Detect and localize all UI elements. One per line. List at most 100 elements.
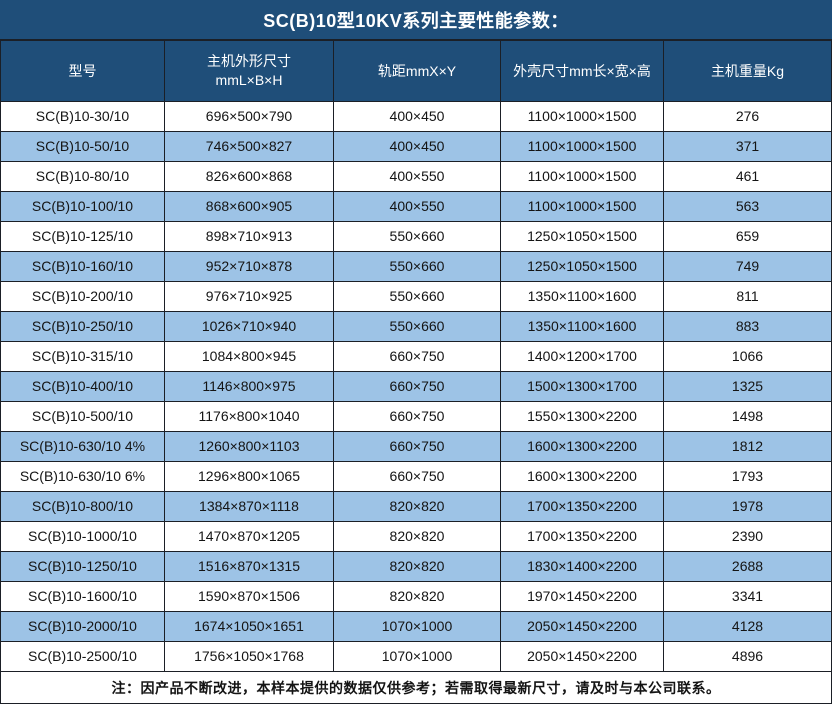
table-row: SC(B)10-250/10 1026×710×940 550×660 1350×11… — [1, 312, 831, 342]
cell-weight: 563 — [664, 192, 831, 222]
cell-rail-gauge: 550×660 — [334, 312, 501, 342]
cell-rail-gauge: 400×450 — [334, 132, 501, 162]
cell-main-dimensions: 1084×800×945 — [165, 342, 334, 372]
table-row: SC(B)10-2500/10 1756×1050×1768 1070×1000 20… — [1, 642, 831, 672]
column-header-shell-dimensions-label: 外壳尺寸mm长×宽×高 — [513, 62, 651, 79]
cell-shell-dimensions: 2050×1450×2200 — [501, 642, 664, 672]
cell-weight: 1066 — [664, 342, 831, 372]
table-footer: 注：因产品不断改进，本样本提供的数据仅供参考；若需取得最新尺寸，请及时与本公司联… — [1, 672, 831, 703]
cell-weight: 461 — [664, 162, 831, 192]
cell-main-dimensions: 868×600×905 — [165, 192, 334, 222]
cell-shell-dimensions: 2050×1450×2200 — [501, 612, 664, 642]
cell-weight: 883 — [664, 312, 831, 342]
cell-model: SC(B)10-630/10 4% — [1, 432, 165, 462]
cell-model: SC(B)10-250/10 — [1, 312, 165, 342]
cell-model: SC(B)10-630/10 6% — [1, 462, 165, 492]
cell-main-dimensions: 1176×800×1040 — [165, 402, 334, 432]
cell-rail-gauge: 550×660 — [334, 252, 501, 282]
table-row: SC(B)10-80/10 826×600×868 400×550 1100×1000… — [1, 162, 831, 192]
cell-weight: 659 — [664, 222, 831, 252]
cell-model: SC(B)10-50/10 — [1, 132, 165, 162]
table-row: SC(B)10-315/10 1084×800×945 660×750 1400×12… — [1, 342, 831, 372]
cell-model: SC(B)10-1600/10 — [1, 582, 165, 612]
cell-model: SC(B)10-125/10 — [1, 222, 165, 252]
cell-model: SC(B)10-200/10 — [1, 282, 165, 312]
cell-rail-gauge: 820×820 — [334, 582, 501, 612]
cell-shell-dimensions: 1600×1300×2200 — [501, 462, 664, 492]
column-header-main-dimensions: 主机外形尺寸 mmL×B×H — [165, 41, 334, 102]
cell-main-dimensions: 1470×870×1205 — [165, 522, 334, 552]
footer-note: 注：因产品不断改进，本样本提供的数据仅供参考；若需取得最新尺寸，请及时与本公司联… — [1, 672, 831, 703]
table-row: SC(B)10-1000/10 1470×870×1205 820×820 1700×… — [1, 522, 831, 552]
cell-main-dimensions: 1296×800×1065 — [165, 462, 334, 492]
cell-rail-gauge: 820×820 — [334, 552, 501, 582]
column-header-model: 型号 — [1, 41, 165, 102]
cell-rail-gauge: 660×750 — [334, 432, 501, 462]
cell-shell-dimensions: 1100×1000×1500 — [501, 132, 664, 162]
cell-main-dimensions: 1026×710×940 — [165, 312, 334, 342]
table-header-row: 型号 主机外形尺寸 mmL×B×H 轨距mmX×Y 外壳尺寸mm长×宽×高 主机… — [1, 41, 831, 102]
cell-weight: 749 — [664, 252, 831, 282]
cell-shell-dimensions: 1250×1050×1500 — [501, 252, 664, 282]
cell-weight: 4896 — [664, 642, 831, 672]
cell-model: SC(B)10-160/10 — [1, 252, 165, 282]
table-row: SC(B)10-800/10 1384×870×1118 820×820 1700×1… — [1, 492, 831, 522]
column-header-shell-dimensions: 外壳尺寸mm长×宽×高 — [501, 41, 664, 102]
table-row: SC(B)10-100/10 868×600×905 400×550 1100×100… — [1, 192, 831, 222]
cell-weight: 3341 — [664, 582, 831, 612]
cell-model: SC(B)10-315/10 — [1, 342, 165, 372]
cell-rail-gauge: 550×660 — [334, 282, 501, 312]
cell-shell-dimensions: 1700×1350×2200 — [501, 492, 664, 522]
table-row: SC(B)10-2000/10 1674×1050×1651 1070×1000 20… — [1, 612, 831, 642]
table-row: SC(B)10-30/10 696×500×790 400×450 1100×1000… — [1, 102, 831, 132]
cell-weight: 811 — [664, 282, 831, 312]
column-header-weight-label: 主机重量Kg — [710, 62, 785, 79]
cell-shell-dimensions: 1600×1300×2200 — [501, 432, 664, 462]
cell-model: SC(B)10-100/10 — [1, 192, 165, 222]
table-row: SC(B)10-630/10 4% 1260×800×1103 660×750 160… — [1, 432, 831, 462]
column-header-rail-gauge: 轨距mmX×Y — [334, 41, 501, 102]
cell-rail-gauge: 660×750 — [334, 462, 501, 492]
table-row: SC(B)10-1600/10 1590×870×1506 820×820 1970×… — [1, 582, 831, 612]
cell-weight: 371 — [664, 132, 831, 162]
cell-weight: 4128 — [664, 612, 831, 642]
cell-model: SC(B)10-80/10 — [1, 162, 165, 192]
cell-shell-dimensions: 1700×1350×2200 — [501, 522, 664, 552]
cell-main-dimensions: 746×500×827 — [165, 132, 334, 162]
cell-shell-dimensions: 1250×1050×1500 — [501, 222, 664, 252]
cell-main-dimensions: 952×710×878 — [165, 252, 334, 282]
column-header-weight: 主机重量Kg — [664, 41, 831, 102]
cell-model: SC(B)10-500/10 — [1, 402, 165, 432]
column-header-main-dimensions-line2: mmL×B×H — [215, 72, 283, 88]
cell-main-dimensions: 1384×870×1118 — [165, 492, 334, 522]
cell-main-dimensions: 1516×870×1315 — [165, 552, 334, 582]
cell-main-dimensions: 826×600×868 — [165, 162, 334, 192]
table-body: SC(B)10-30/10 696×500×790 400×450 1100×1000… — [1, 102, 831, 672]
column-header-main-dimensions-line1: 主机外形尺寸 — [207, 53, 291, 70]
cell-main-dimensions: 976×710×925 — [165, 282, 334, 312]
cell-weight: 1793 — [664, 462, 831, 492]
cell-shell-dimensions: 1100×1000×1500 — [501, 192, 664, 222]
cell-main-dimensions: 696×500×790 — [165, 102, 334, 132]
spec-table: 型号 主机外形尺寸 mmL×B×H 轨距mmX×Y 外壳尺寸mm长×宽×高 主机… — [0, 41, 832, 704]
cell-main-dimensions: 898×710×913 — [165, 222, 334, 252]
cell-rail-gauge: 1070×1000 — [334, 642, 501, 672]
cell-model: SC(B)10-2500/10 — [1, 642, 165, 672]
cell-weight: 1812 — [664, 432, 831, 462]
cell-shell-dimensions: 1550×1300×2200 — [501, 402, 664, 432]
table-row: SC(B)10-50/10 746×500×827 400×450 1100×1000… — [1, 132, 831, 162]
cell-rail-gauge: 820×820 — [334, 492, 501, 522]
table-row: SC(B)10-125/10 898×710×913 550×660 1250×105… — [1, 222, 831, 252]
cell-rail-gauge: 660×750 — [334, 402, 501, 432]
cell-shell-dimensions: 1100×1000×1500 — [501, 162, 664, 192]
cell-rail-gauge: 660×750 — [334, 372, 501, 402]
cell-main-dimensions: 1674×1050×1651 — [165, 612, 334, 642]
cell-shell-dimensions: 1830×1400×2200 — [501, 552, 664, 582]
table-row: SC(B)10-200/10 976×710×925 550×660 1350×110… — [1, 282, 831, 312]
table-row: SC(B)10-630/10 6% 1296×800×1065 660×750 160… — [1, 462, 831, 492]
cell-weight: 2688 — [664, 552, 831, 582]
column-header-rail-gauge-label: 轨距mmX×Y — [377, 62, 457, 79]
table-row: SC(B)10-1250/10 1516×870×1315 820×820 1830×… — [1, 552, 831, 582]
cell-shell-dimensions: 1350×1100×1600 — [501, 312, 664, 342]
table-row: SC(B)10-400/10 1146×800×975 660×750 1500×13… — [1, 372, 831, 402]
